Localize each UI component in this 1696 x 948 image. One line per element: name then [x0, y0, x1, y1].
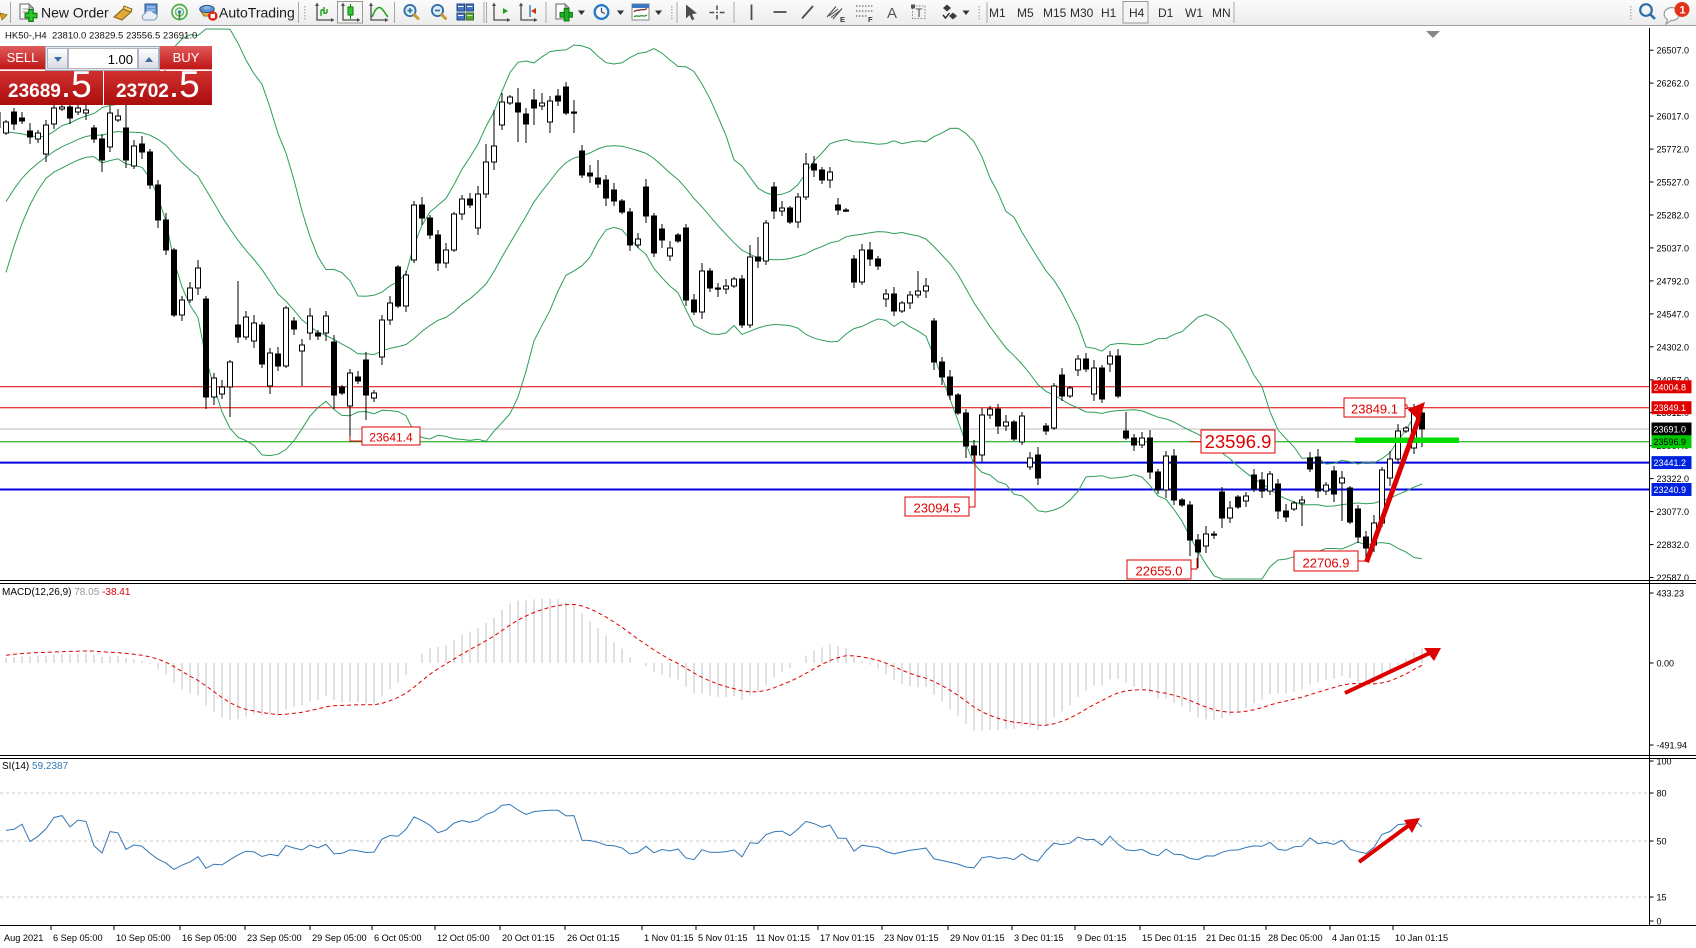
svg-text:A: A [887, 5, 897, 22]
svg-text:23 Sep 05:00: 23 Sep 05:00 [247, 933, 302, 943]
svg-text:1: 1 [1680, 5, 1686, 17]
svg-text:23094.5: 23094.5 [914, 500, 961, 515]
svg-text:H1: H1 [1101, 6, 1117, 20]
svg-text:4 Jan 01:15: 4 Jan 01:15 [1332, 933, 1380, 943]
svg-text:24792.0: 24792.0 [1657, 276, 1690, 286]
svg-text:24547.0: 24547.0 [1657, 309, 1690, 319]
svg-text:26017.0: 26017.0 [1657, 112, 1690, 122]
svg-text:25527.0: 25527.0 [1657, 178, 1690, 188]
svg-text:100: 100 [1657, 757, 1672, 767]
svg-text:9 Dec 01:15: 9 Dec 01:15 [1077, 933, 1127, 943]
svg-text:23441.2: 23441.2 [1654, 458, 1687, 468]
svg-text:MACD(12,26,9) 78.05 -38.41: MACD(12,26,9) 78.05 -38.41 [2, 587, 131, 598]
svg-text:T: T [916, 8, 923, 20]
svg-text:12 Oct 05:00: 12 Oct 05:00 [437, 933, 490, 943]
svg-text:W1: W1 [1185, 6, 1203, 20]
svg-text:23322.0: 23322.0 [1657, 474, 1690, 484]
svg-text:25772.0: 25772.0 [1657, 145, 1690, 155]
svg-text:11 Nov 01:15: 11 Nov 01:15 [756, 933, 810, 943]
svg-text:25282.0: 25282.0 [1657, 211, 1690, 221]
svg-text:6 Sep 05:00: 6 Sep 05:00 [53, 933, 103, 943]
svg-text:M1: M1 [989, 6, 1006, 20]
svg-text:26 Oct 01:15: 26 Oct 01:15 [567, 933, 620, 943]
svg-text:24004.8: 24004.8 [1654, 382, 1687, 392]
svg-text:24302.0: 24302.0 [1657, 342, 1690, 352]
svg-text:15: 15 [1657, 893, 1667, 903]
svg-text:80: 80 [1657, 789, 1667, 799]
svg-text:23240.9: 23240.9 [1654, 485, 1687, 495]
svg-text:10 Sep 05:00: 10 Sep 05:00 [116, 933, 171, 943]
svg-text:10 Jan 01:15: 10 Jan 01:15 [1395, 933, 1448, 943]
svg-text:15 Dec 01:15: 15 Dec 01:15 [1142, 933, 1197, 943]
svg-text:22655.0: 22655.0 [1136, 563, 1183, 578]
svg-text:6 Oct 05:00: 6 Oct 05:00 [374, 933, 422, 943]
svg-text:0.00: 0.00 [1657, 659, 1675, 669]
svg-text:D1: D1 [1158, 6, 1174, 20]
svg-text:26262.0: 26262.0 [1657, 79, 1690, 89]
svg-text:0: 0 [1657, 917, 1662, 927]
svg-text:Aug 2021: Aug 2021 [4, 933, 43, 943]
svg-text:21 Dec 01:15: 21 Dec 01:15 [1206, 933, 1261, 943]
svg-text:M30: M30 [1070, 6, 1094, 20]
svg-text:22587.0: 22587.0 [1657, 573, 1690, 583]
svg-text:50: 50 [1657, 837, 1667, 847]
svg-text:23849.1: 23849.1 [1351, 401, 1398, 416]
svg-text:23596.9: 23596.9 [1205, 431, 1272, 452]
svg-text:22832.0: 22832.0 [1657, 540, 1690, 550]
svg-text:26507.0: 26507.0 [1657, 46, 1690, 56]
svg-text:3 Dec 01:15: 3 Dec 01:15 [1014, 933, 1064, 943]
svg-text:-491.94: -491.94 [1657, 741, 1688, 751]
svg-text:H4: H4 [1129, 6, 1145, 20]
svg-text:HK50-,H4 23810.0 23829.5 2355: HK50-,H4 23810.0 23829.5 23556.5 23691.0 [5, 31, 197, 42]
svg-text:22706.9: 22706.9 [1303, 555, 1350, 570]
svg-text:17 Nov 01:15: 17 Nov 01:15 [820, 933, 875, 943]
svg-text:16 Sep 05:00: 16 Sep 05:00 [182, 933, 237, 943]
svg-text:20 Oct 01:15: 20 Oct 01:15 [502, 933, 555, 943]
svg-text:23 Nov 01:15: 23 Nov 01:15 [884, 933, 939, 943]
svg-text:F: F [868, 15, 873, 24]
svg-text:23596.9: 23596.9 [1654, 437, 1687, 447]
svg-text:5 Nov 01:15: 5 Nov 01:15 [698, 933, 748, 943]
svg-text:29 Nov 01:15: 29 Nov 01:15 [950, 933, 1005, 943]
svg-text:MN: MN [1212, 6, 1231, 20]
svg-text:New Order: New Order [41, 5, 109, 21]
svg-text:E: E [840, 15, 845, 24]
svg-text:AutoTrading: AutoTrading [219, 5, 295, 21]
svg-text:1 Nov 01:15: 1 Nov 01:15 [644, 933, 694, 943]
svg-text:23849.1: 23849.1 [1654, 403, 1687, 413]
svg-text:M15: M15 [1043, 6, 1067, 20]
svg-text:M5: M5 [1017, 6, 1034, 20]
svg-text:25037.0: 25037.0 [1657, 243, 1690, 253]
svg-text:23077.0: 23077.0 [1657, 507, 1690, 517]
svg-text:433.23: 433.23 [1657, 589, 1685, 599]
svg-text:23641.4: 23641.4 [369, 431, 413, 445]
svg-text:29 Sep 05:00: 29 Sep 05:00 [312, 933, 367, 943]
svg-text:23691.0: 23691.0 [1654, 425, 1687, 435]
svg-text:SI(14) 59.2387: SI(14) 59.2387 [2, 761, 69, 772]
svg-text:28 Dec 05:00: 28 Dec 05:00 [1268, 933, 1323, 943]
